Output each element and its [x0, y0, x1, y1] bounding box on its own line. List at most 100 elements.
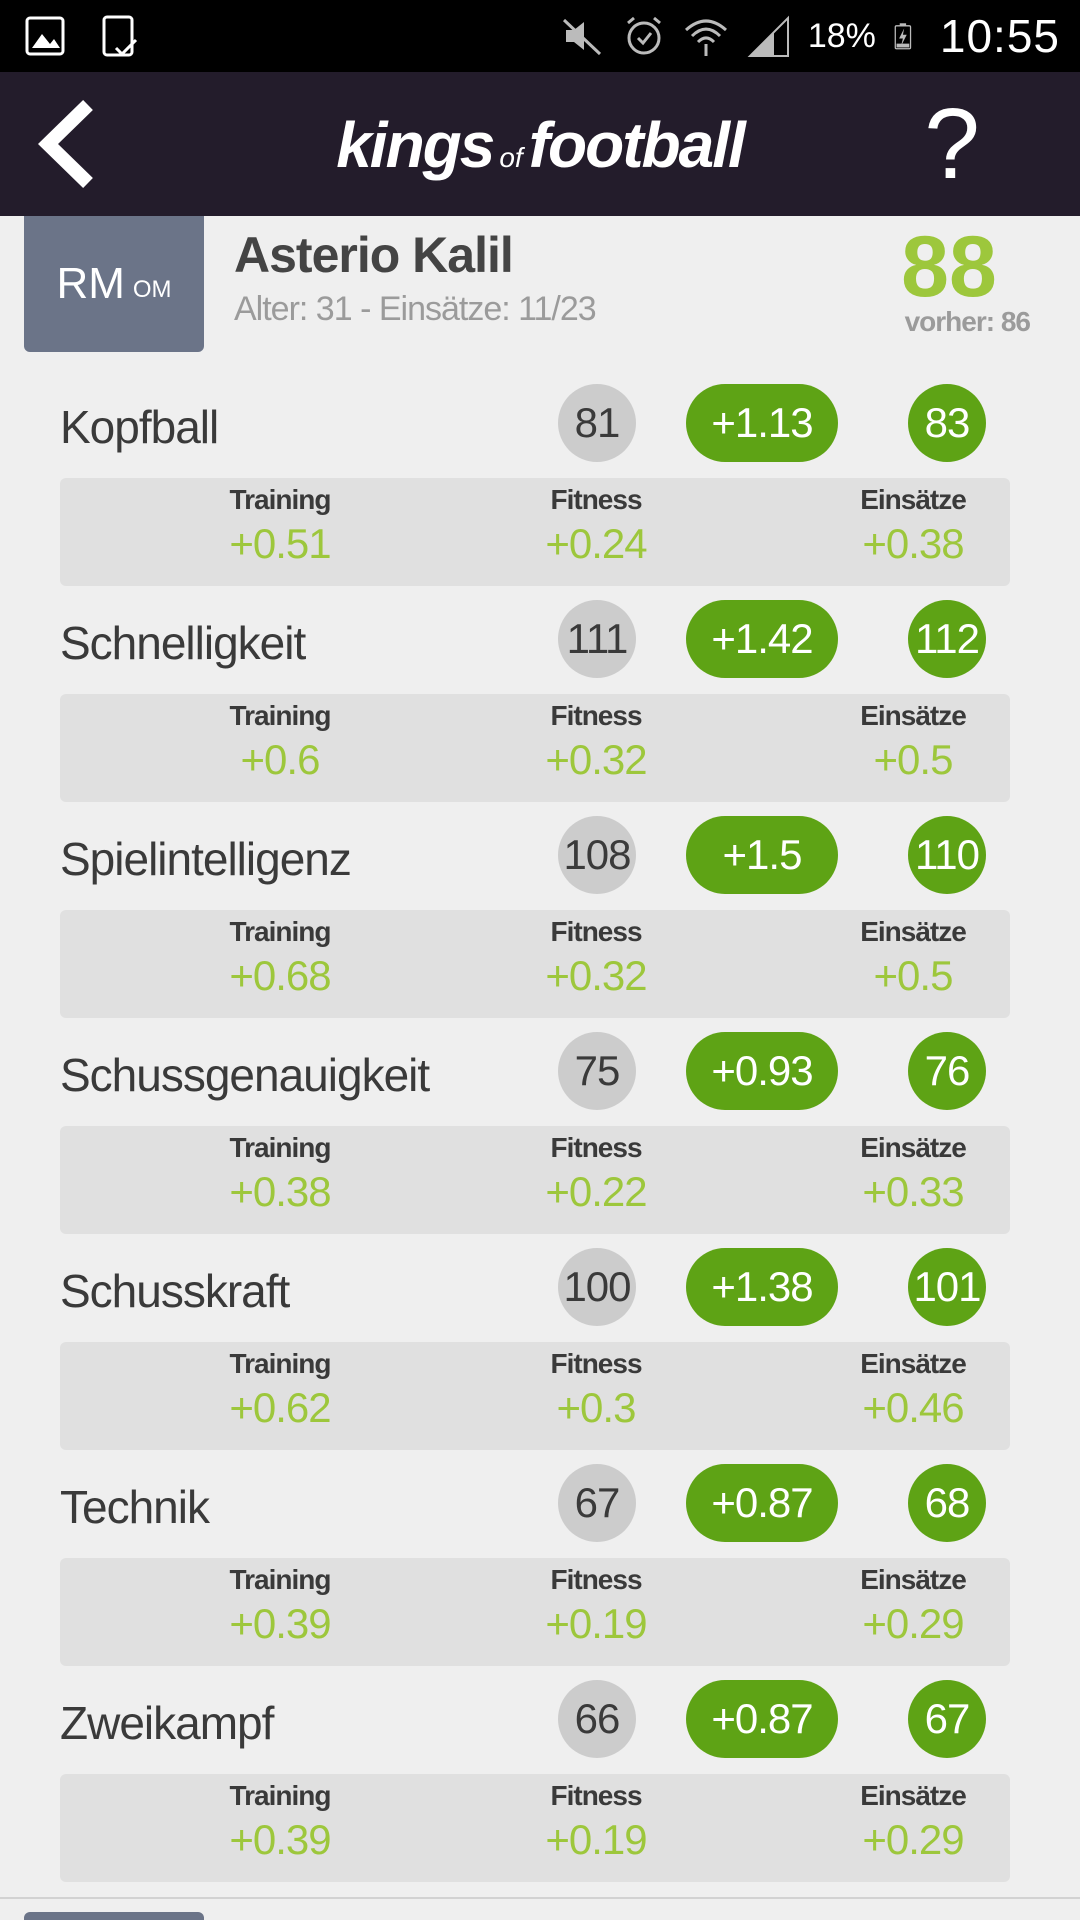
logo-football: football [528, 109, 746, 181]
signal-icon [747, 15, 789, 57]
training-value: +0.68 [229, 952, 331, 999]
battery-charging-icon [894, 23, 912, 50]
back-button[interactable] [38, 96, 134, 192]
fitness-label: Fitness [550, 1564, 642, 1595]
fitness-label: Fitness [550, 1780, 642, 1811]
breakdown-panel: Training +0.51 Fitness +0.24 Einsätze +0.38 [60, 478, 1010, 586]
help-button[interactable]: ? [924, 88, 980, 200]
status-bar: 18% 10:55 [0, 0, 1080, 72]
training-value: +0.39 [229, 1600, 331, 1647]
attribute-row: Schnelligkeit 111 +1.42 112 Training +0.6… [0, 600, 1080, 816]
matches-label: Einsätze [860, 1132, 967, 1163]
new-value: 83 [908, 384, 986, 462]
player-header: RM OM Asterio Kalil Alter: 31 - Einsätze… [0, 216, 1080, 356]
training-value: +0.51 [229, 520, 331, 567]
delta-value: +1.5 [686, 816, 838, 894]
alarm-icon [626, 16, 661, 55]
fitness-value: +0.32 [545, 952, 647, 999]
delta-value: +1.13 [686, 384, 838, 462]
attribute-row: Zweikampf 66 +0.87 67 Training +0.39 Fitn… [0, 1680, 1080, 1896]
matches-label: Einsätze [860, 700, 967, 731]
matches-value: +0.46 [862, 1384, 964, 1431]
training-value: +0.62 [229, 1384, 331, 1431]
logo-kings: kings [336, 109, 495, 181]
delta-value: +0.87 [686, 1464, 838, 1542]
attribute-row: Technik 67 +0.87 68 Training +0.39 Fitnes… [0, 1464, 1080, 1680]
attribute-name: Schussgenauigkeit [60, 1049, 430, 1101]
logo-of: of [499, 142, 523, 173]
attribute-name: Schusskraft [60, 1265, 290, 1317]
breakdown-panel: Training +0.39 Fitness +0.19 Einsätze +0.29 [60, 1558, 1010, 1666]
matches-value: +0.38 [862, 520, 964, 567]
old-value: 108 [558, 816, 636, 894]
delta-value: +0.87 [686, 1680, 838, 1758]
breakdown-panel: Training +0.62 Fitness +0.3 Einsätze +0.46 [60, 1342, 1010, 1450]
position-badge: RM OM [24, 216, 204, 352]
training-label: Training [229, 1348, 332, 1379]
app-bar: kings offootball ? [0, 72, 1080, 216]
matches-label: Einsätze [860, 916, 967, 947]
delta-value: +0.93 [686, 1032, 838, 1110]
player-meta: Alter: 31 - Einsätze: 11/23 [234, 290, 597, 328]
attribute-name: Technik [60, 1481, 210, 1533]
training-label: Training [229, 1780, 332, 1811]
divider [0, 1897, 1080, 1899]
matches-label: Einsätze [860, 1780, 967, 1811]
fitness-label: Fitness [550, 484, 642, 515]
app-logo: kings offootball [0, 108, 1080, 182]
matches-value: +0.5 [873, 952, 954, 999]
new-value: 68 [908, 1464, 986, 1542]
training-label: Training [229, 484, 332, 515]
delta-value: +1.38 [686, 1248, 838, 1326]
attribute-row: Kopfball 81 +1.13 83 Training +0.51 Fitne… [0, 384, 1080, 600]
position-secondary: OM [132, 276, 172, 303]
previous-rating: vorher: 86 [904, 306, 1031, 337]
attribute-name: Kopfball [60, 401, 219, 453]
fitness-value: +0.3 [556, 1384, 637, 1431]
fitness-label: Fitness [550, 1348, 642, 1379]
old-value: 75 [558, 1032, 636, 1110]
player-rating: 88 [901, 219, 997, 315]
old-value: 111 [558, 600, 636, 678]
fitness-label: Fitness [550, 1132, 642, 1163]
matches-label: Einsätze [860, 484, 967, 515]
attribute-name: Zweikampf [60, 1697, 274, 1749]
fitness-value: +0.32 [545, 736, 647, 783]
old-value: 81 [558, 384, 636, 462]
attribute-row: Schusskraft 100 +1.38 101 Training +0.62 … [0, 1248, 1080, 1464]
matches-value: +0.5 [873, 736, 954, 783]
delta-value: +1.42 [686, 600, 838, 678]
breakdown-panel: Training +0.68 Fitness +0.32 Einsätze +0.5 [60, 910, 1010, 1018]
player-name: Asterio Kalil [234, 227, 514, 283]
attribute-name: Schnelligkeit [60, 617, 306, 669]
matches-label: Einsätze [860, 1564, 967, 1595]
gallery-icon [25, 16, 65, 56]
matches-label: Einsätze [860, 1348, 967, 1379]
fitness-value: +0.19 [545, 1600, 647, 1647]
training-value: +0.38 [229, 1168, 331, 1215]
wifi-icon [684, 19, 727, 56]
breakdown-panel: Training +0.6 Fitness +0.32 Einsätze +0.5 [60, 694, 1010, 802]
breakdown-panel: Training +0.38 Fitness +0.22 Einsätze +0.33 [60, 1126, 1010, 1234]
fitness-value: +0.19 [545, 1816, 647, 1863]
training-label: Training [229, 700, 332, 731]
old-value: 66 [558, 1680, 636, 1758]
new-value: 76 [908, 1032, 986, 1110]
training-value: +0.6 [240, 736, 321, 783]
training-value: +0.39 [229, 1816, 331, 1863]
tablet-check-icon [102, 15, 138, 57]
position-primary: RM [56, 259, 125, 308]
old-value: 100 [558, 1248, 636, 1326]
fitness-label: Fitness [550, 916, 642, 947]
old-value: 67 [558, 1464, 636, 1542]
new-value: 101 [908, 1248, 986, 1326]
matches-value: +0.33 [862, 1168, 964, 1215]
new-value: 67 [908, 1680, 986, 1758]
breakdown-panel: Training +0.39 Fitness +0.19 Einsätze +0.29 [60, 1774, 1010, 1882]
battery-percent: 18% [807, 16, 876, 55]
fitness-label: Fitness [550, 700, 642, 731]
next-player-badge[interactable] [24, 1912, 204, 1920]
attribute-row: Spielintelligenz 108 +1.5 110 Training +0… [0, 816, 1080, 1032]
new-value: 110 [908, 816, 986, 894]
matches-value: +0.29 [862, 1816, 964, 1863]
